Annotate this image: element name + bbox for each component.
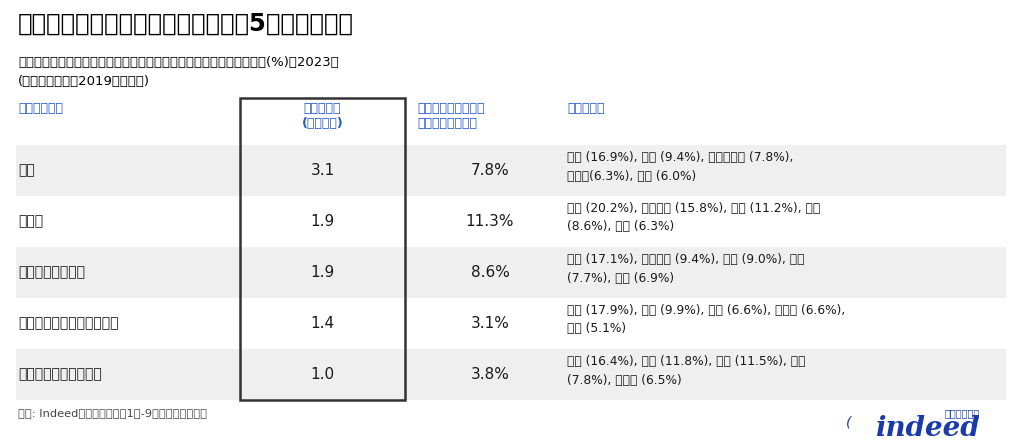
Text: インディード: インディード xyxy=(945,408,980,418)
Text: 1.0: 1.0 xyxy=(310,367,335,382)
Text: (シェア変化は対2019年との差): (シェア変化は対2019年との差) xyxy=(18,75,150,88)
Bar xyxy=(16,145,1006,196)
Bar xyxy=(16,349,1006,400)
Text: 3.8%: 3.8% xyxy=(471,367,509,382)
Text: 米国 (20.2%), ベトナム (15.8%), 韓国 (11.2%), 中国
(8.6%), 台湾 (6.3%): 米国 (20.2%), ベトナム (15.8%), 韓国 (11.2%), 中国… xyxy=(567,202,820,233)
Text: 米国 (17.1%), ベトナム (9.4%), 中国 (9.0%), 韓国
(7.7%), 台湾 (6.9%): 米国 (17.1%), ベトナム (9.4%), 中国 (9.0%), 韓国 (… xyxy=(567,253,805,285)
Text: 3.1%: 3.1% xyxy=(471,316,509,331)
Text: 上位出身国: 上位出身国 xyxy=(567,102,604,115)
Text: 小売り: 小売り xyxy=(18,214,43,229)
Text: 7.8%: 7.8% xyxy=(471,163,509,178)
Text: ホスピタリティ・観光: ホスピタリティ・観光 xyxy=(18,367,101,381)
Text: 1.9: 1.9 xyxy=(310,265,335,280)
Bar xyxy=(16,298,1006,349)
Text: 米国 (16.9%), 中国 (9.4%), フィリピン (7.8%),
カナダ(6.3%), 韓国 (6.0%): 米国 (16.9%), 中国 (9.4%), フィリピン (7.8%), カナダ… xyxy=(567,151,794,183)
Bar xyxy=(16,247,1006,298)
Text: ソフトウェア開発: ソフトウェア開発 xyxy=(18,266,85,279)
Text: 職種カテゴリ: 職種カテゴリ xyxy=(18,102,63,115)
Text: 国外から日本への求人クリックにおける職種カテゴリ間クリック割合(%)、2023年: 国外から日本への求人クリックにおける職種カテゴリ間クリック割合(%)、2023年 xyxy=(18,56,339,69)
Text: 米国 (17.9%), 韓国 (9.9%), 台湾 (6.6%), カナダ (6.6%),
中国 (5.1%): 米国 (17.9%), 韓国 (9.9%), 台湾 (6.6%), カナダ (6… xyxy=(567,304,845,335)
Bar xyxy=(240,98,406,400)
Text: 国外クリックの職種
カテゴリ間シェア: 国外クリックの職種 カテゴリ間シェア xyxy=(417,102,484,130)
Text: 1.4: 1.4 xyxy=(310,316,335,331)
Text: (: ( xyxy=(846,416,851,430)
Bar xyxy=(16,196,1006,247)
Text: 出所: Indeed。データは各年1月-9月の期間を使用。: 出所: Indeed。データは各年1月-9月の期間を使用。 xyxy=(18,408,207,418)
Text: 教育: 教育 xyxy=(18,164,35,178)
Text: 国外からの関心が高まっている上位5職種カテゴリ: 国外からの関心が高まっている上位5職種カテゴリ xyxy=(18,12,354,36)
Text: indeed: indeed xyxy=(876,415,980,442)
Text: 3.1: 3.1 xyxy=(310,163,335,178)
Text: 11.3%: 11.3% xyxy=(466,214,514,229)
Text: シェア変化
(ポイント): シェア変化 (ポイント) xyxy=(302,102,343,130)
Text: 米国 (16.4%), 韓国 (11.8%), 中国 (11.5%), 台湾
(7.8%), カナダ (6.5%): 米国 (16.4%), 韓国 (11.8%), 中国 (11.5%), 台湾 (… xyxy=(567,355,806,386)
Text: 制作・編集・メディア運営: 制作・編集・メディア運営 xyxy=(18,316,119,331)
Text: 8.6%: 8.6% xyxy=(471,265,509,280)
Text: 1.9: 1.9 xyxy=(310,214,335,229)
